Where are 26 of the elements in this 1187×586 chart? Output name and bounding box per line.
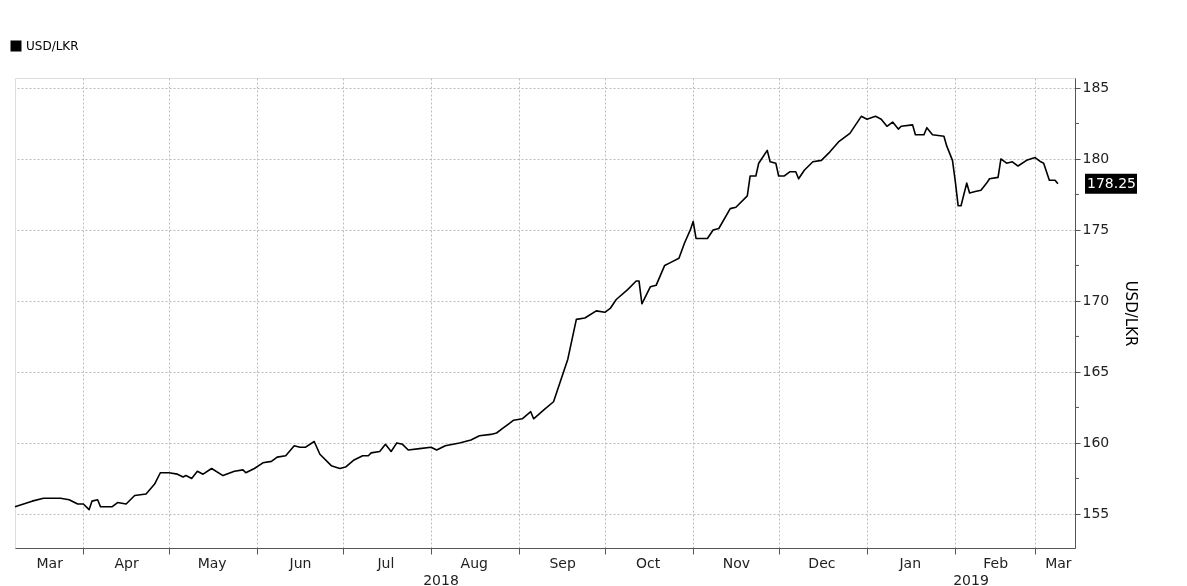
x-tick-label: Jan [898,554,922,571]
x-tick-label: Nov [722,554,751,571]
x-tick-label: Aug [460,554,488,571]
y-tick-label: 165 [1082,363,1110,380]
y-axis-title: USD/LKR [1122,280,1141,347]
y-tick-label: 175 [1082,221,1110,238]
x-tick-label: Jun [288,554,312,571]
x-tick-label: May [197,554,227,571]
x-tick-label: Mar [1045,554,1072,571]
x-tick-label: Dec [808,554,836,571]
line-series [14,115,1059,511]
annotation: 178.25 [1087,174,1136,191]
x-tick-label: Jul [376,554,395,571]
text: 2019 [953,572,989,586]
y-tick-label: 155 [1082,505,1110,522]
y-tick-label: 170 [1082,292,1110,309]
x-tick-label: Apr [114,554,139,571]
text: 2018 [423,572,459,586]
y-tick-label: 185 [1082,79,1110,96]
x-tick-label: Oct [635,554,661,571]
x-tick-label: Mar [36,554,64,571]
x-tick-label: Feb [983,554,1009,571]
x-tick-label: Sep [549,554,576,571]
y-tick-label: 160 [1082,434,1110,451]
legend-label: USD/LKR [26,39,79,53]
y-tick-label: 180 [1082,150,1110,167]
